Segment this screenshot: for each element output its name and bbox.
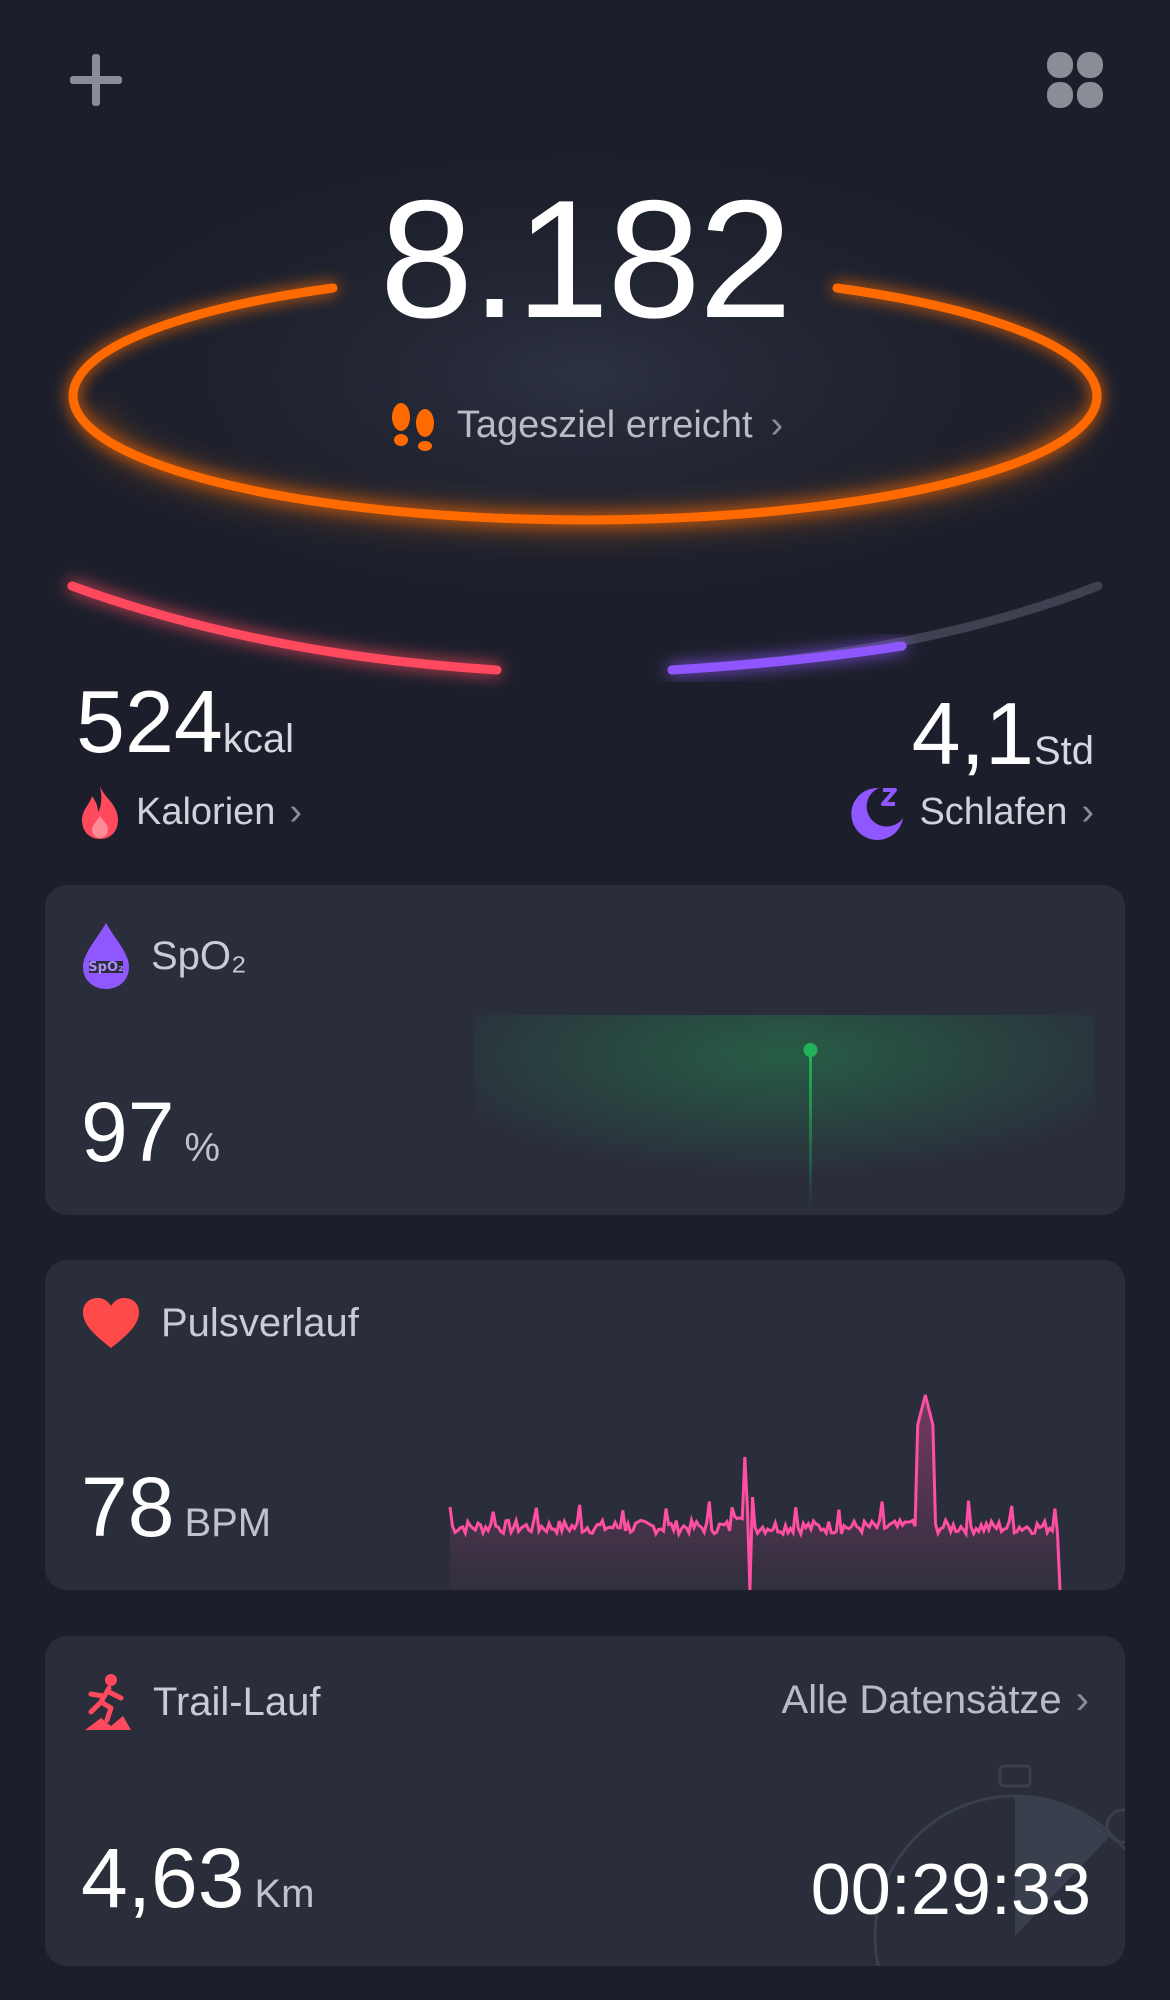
daily-goal-link[interactable]: Tagesziel erreicht › — [0, 395, 1170, 469]
heart-icon — [83, 1298, 139, 1348]
workout-card[interactable]: Trail-Lauf Alle Datensätze › 4,63 Km 00:2… — [45, 1636, 1125, 1966]
workout-distance-unit: Km — [254, 1872, 315, 1916]
sleep-arc-fill — [667, 641, 907, 675]
calories-label: Kalorien — [136, 790, 276, 833]
daily-goal-label: Tagesziel erreicht — [456, 404, 753, 446]
all-records-label: Alle Datensätze — [781, 1678, 1062, 1722]
pulse-unit: BPM — [184, 1501, 272, 1545]
spo2-title: SpO₂ — [151, 933, 247, 978]
calories-link[interactable]: Kalorien › — [78, 784, 302, 840]
pulse-card[interactable]: Pulsverlauf 78 BPM — [45, 1260, 1125, 1590]
moon-icon — [851, 787, 904, 840]
chevron-right-icon: › — [1081, 790, 1094, 833]
flame-icon — [82, 786, 118, 839]
workout-title: Trail-Lauf — [153, 1679, 321, 1724]
footprints-icon — [391, 403, 434, 451]
calories-value-block: 524kcal — [76, 678, 294, 766]
calories-arc — [67, 581, 502, 675]
svg-text:SpO₂: SpO₂ — [88, 960, 123, 975]
plus-icon — [70, 54, 122, 106]
pulse-chart — [448, 1394, 1062, 1590]
all-records-link[interactable]: Alle Datensätze › — [782, 1672, 1089, 1728]
pulse-title: Pulsverlauf — [161, 1300, 359, 1345]
workout-duration: 00:29:33 — [810, 1850, 1091, 1930]
calories-unit: kcal — [222, 717, 294, 761]
pulse-area — [450, 1395, 1060, 1590]
pulse-line — [448, 1394, 1062, 1590]
trail-run-icon — [85, 1674, 131, 1730]
four-dots-icon — [1047, 52, 1103, 108]
spo2-unit: % — [184, 1126, 221, 1170]
widgets-menu-button[interactable] — [1043, 48, 1107, 112]
spo2-card[interactable]: SpO₂ SpO₂ 97% — [45, 885, 1125, 1215]
chevron-right-icon: › — [1075, 1678, 1089, 1722]
pulse-value: 78 — [81, 1460, 175, 1554]
steps-ring — [68, 283, 1102, 525]
sleep-unit: Std — [1033, 729, 1094, 773]
chevron-right-icon: › — [289, 790, 303, 833]
add-button[interactable] — [64, 48, 128, 112]
spo2-chart — [475, 1015, 1095, 1215]
calories-value: 524 — [76, 672, 223, 771]
sleep-link[interactable]: Schlafen › — [849, 784, 1094, 840]
chevron-right-icon: › — [770, 404, 784, 446]
sleep-value: 4,1 — [911, 684, 1034, 783]
spo2-marker-line — [809, 1050, 812, 1210]
sleep-value-block: 4,1Std — [912, 690, 1094, 778]
sleep-label: Schlafen — [919, 790, 1068, 833]
steps-count: 8.182 — [379, 165, 792, 353]
activity-rings — [25, 150, 1145, 675]
spo2-drop-icon: SpO₂ — [83, 923, 129, 989]
workout-distance: 4,63 — [81, 1831, 245, 1925]
spo2-marker-dot — [803, 1043, 818, 1057]
spo2-value: 97 — [81, 1085, 175, 1179]
stopwatch-watermark-icon — [873, 1764, 1125, 1966]
